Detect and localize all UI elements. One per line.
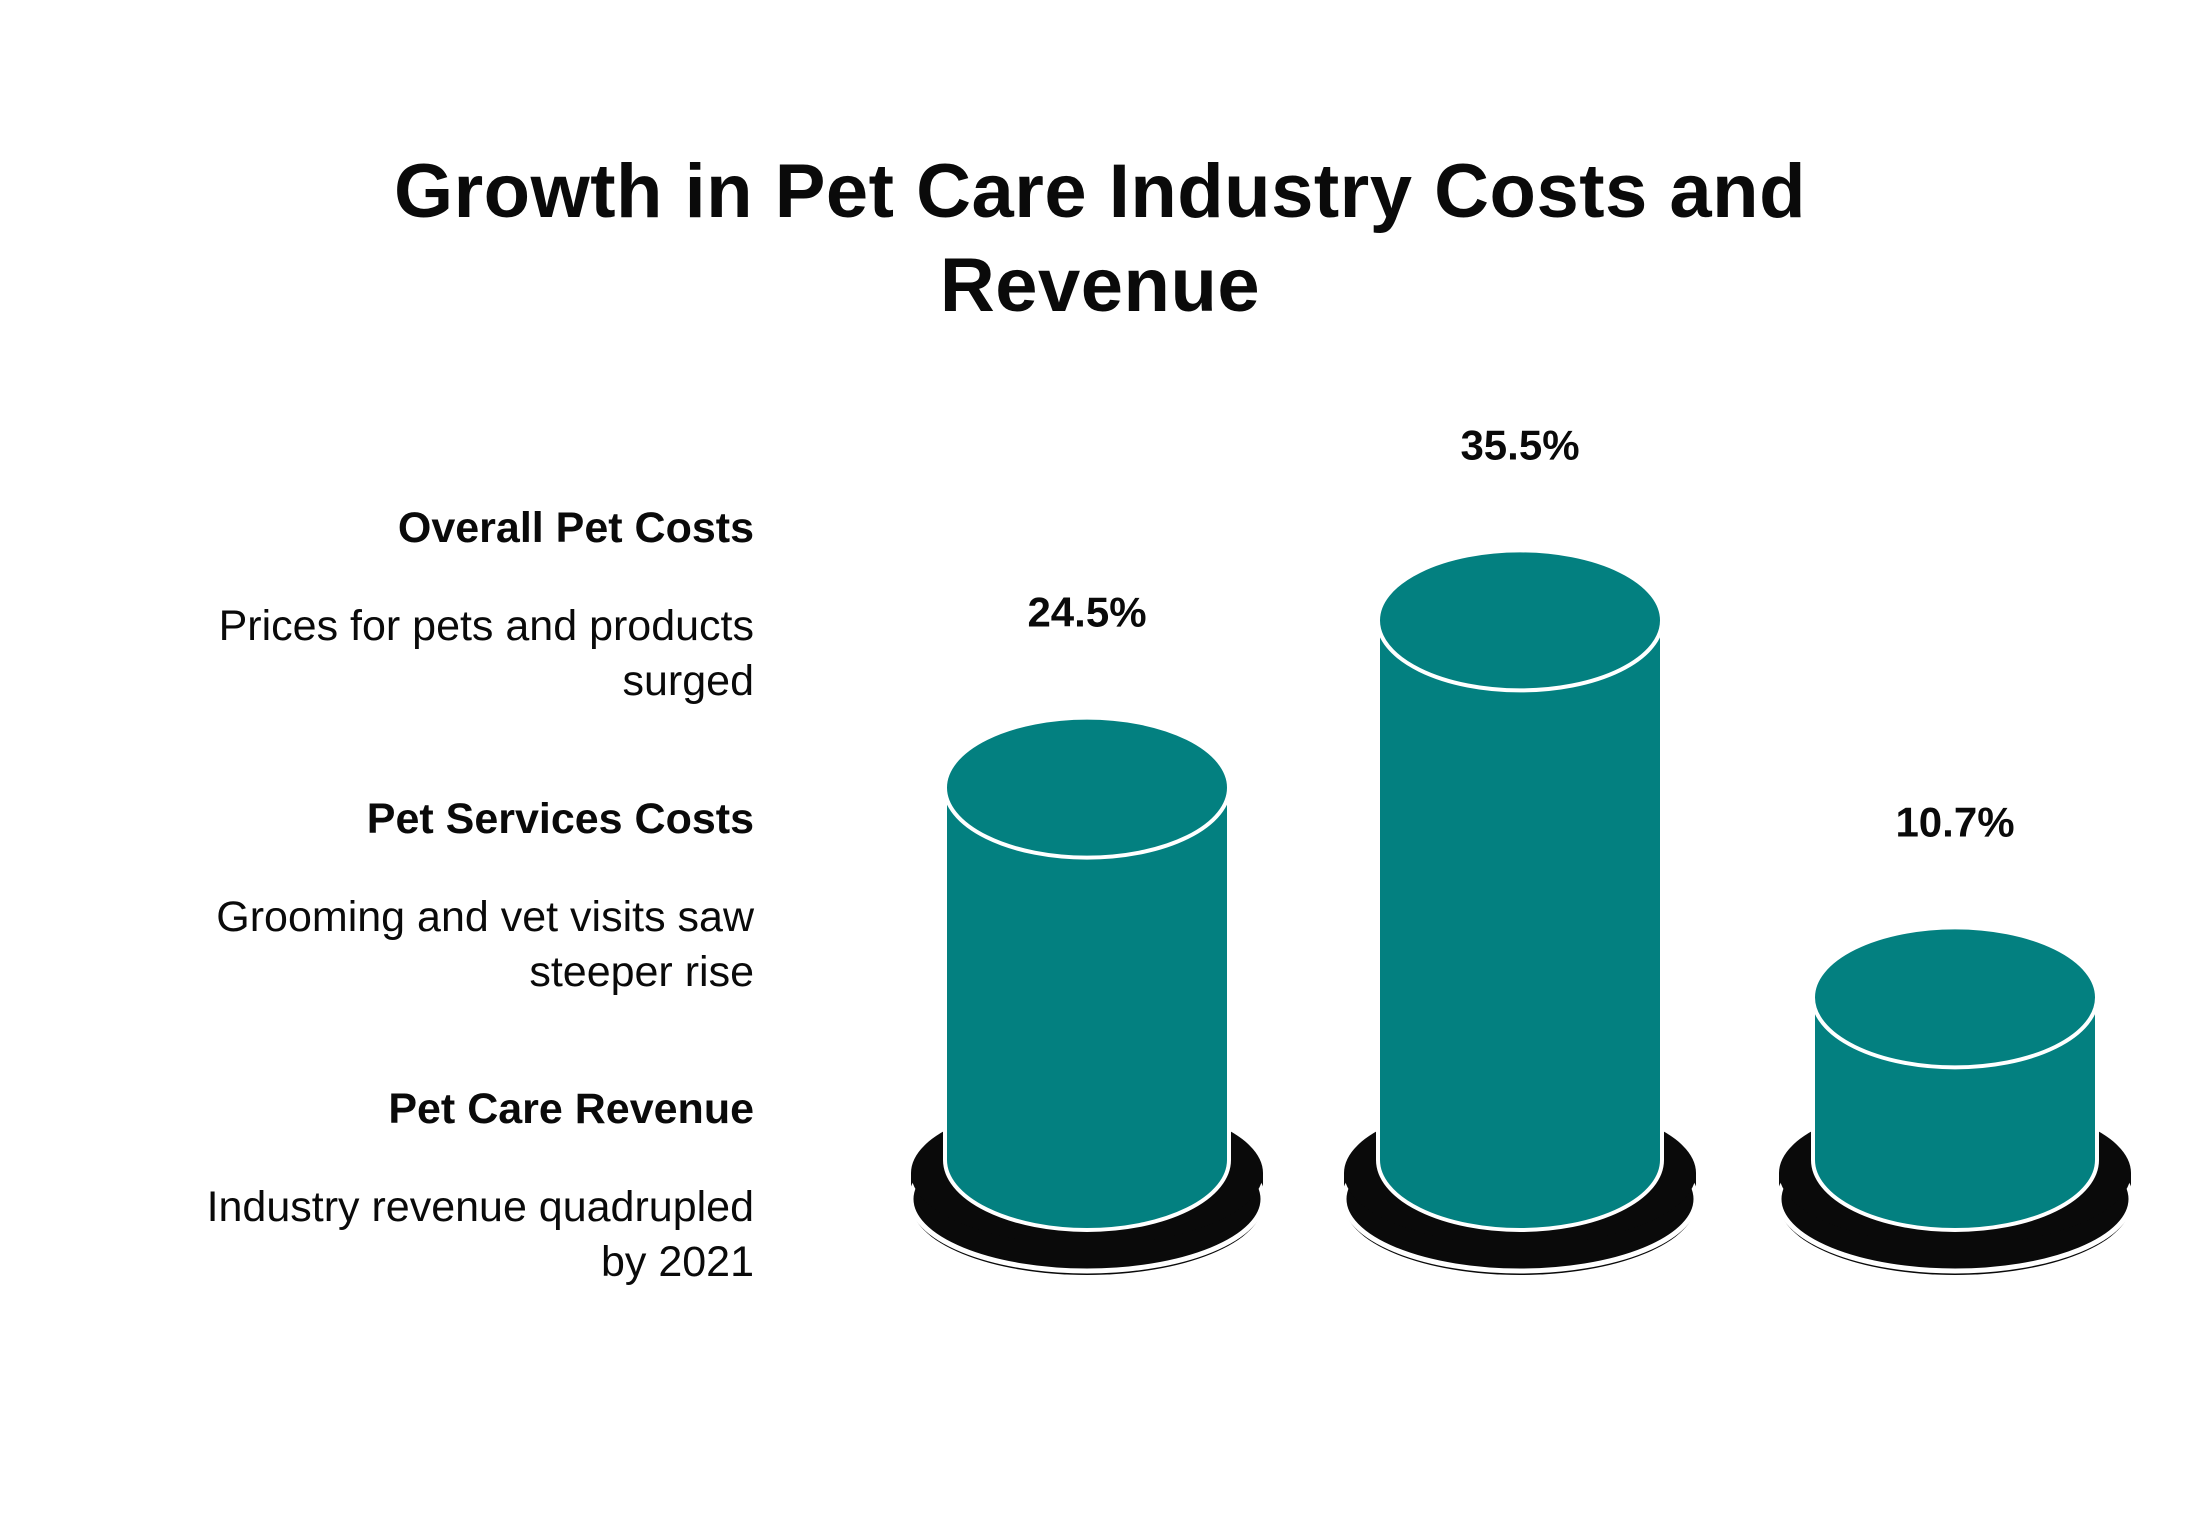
legend-description-line: steeper rise (529, 948, 754, 996)
bar-cap-overall-pet-costs (943, 715, 1231, 860)
data-label-overall-pet-costs: 24.5% (1027, 589, 1146, 636)
legend-heading-overall-pet-costs: Overall Pet Costs (397, 504, 754, 552)
chart-title: Growth in Pet Care Industry Costs and Re… (250, 145, 1950, 333)
chart-title-line-1: Growth in Pet Care Industry Costs and (393, 149, 1807, 234)
bar-cap-pet-services-costs (1376, 548, 1664, 693)
legend-description-overall-pet-costs: Prices for pets and products surged (0, 599, 754, 709)
legend-description-pet-services-costs: Grooming and vet visits saw steeper rise (0, 890, 754, 1000)
legend-heading-pet-care-revenue: Pet Care Revenue (388, 1085, 754, 1133)
legend-heading-pet-services-costs: Pet Services Costs (366, 795, 754, 843)
data-label-pet-care-revenue: 10.7% (1895, 798, 2014, 845)
chart-title-line-2: Revenue (939, 243, 1261, 328)
bar-pet-services-costs (1376, 618, 1664, 1232)
bar-overall-pet-costs (943, 785, 1231, 1232)
legend-description-line: by 2021 (600, 1238, 754, 1286)
bar-cap-pet-care-revenue (1811, 925, 2099, 1070)
legend-description-line: Prices for pets and products (218, 602, 754, 650)
legend-description-pet-care-revenue: Industry revenue quadrupled by 2021 (0, 1180, 754, 1290)
data-label-pet-services-costs: 35.5% (1460, 421, 1579, 468)
legend-description-line: surged (622, 657, 754, 705)
legend-description-line: Grooming and vet visits saw (216, 893, 754, 941)
legend-description-line: Industry revenue quadrupled (206, 1183, 754, 1231)
